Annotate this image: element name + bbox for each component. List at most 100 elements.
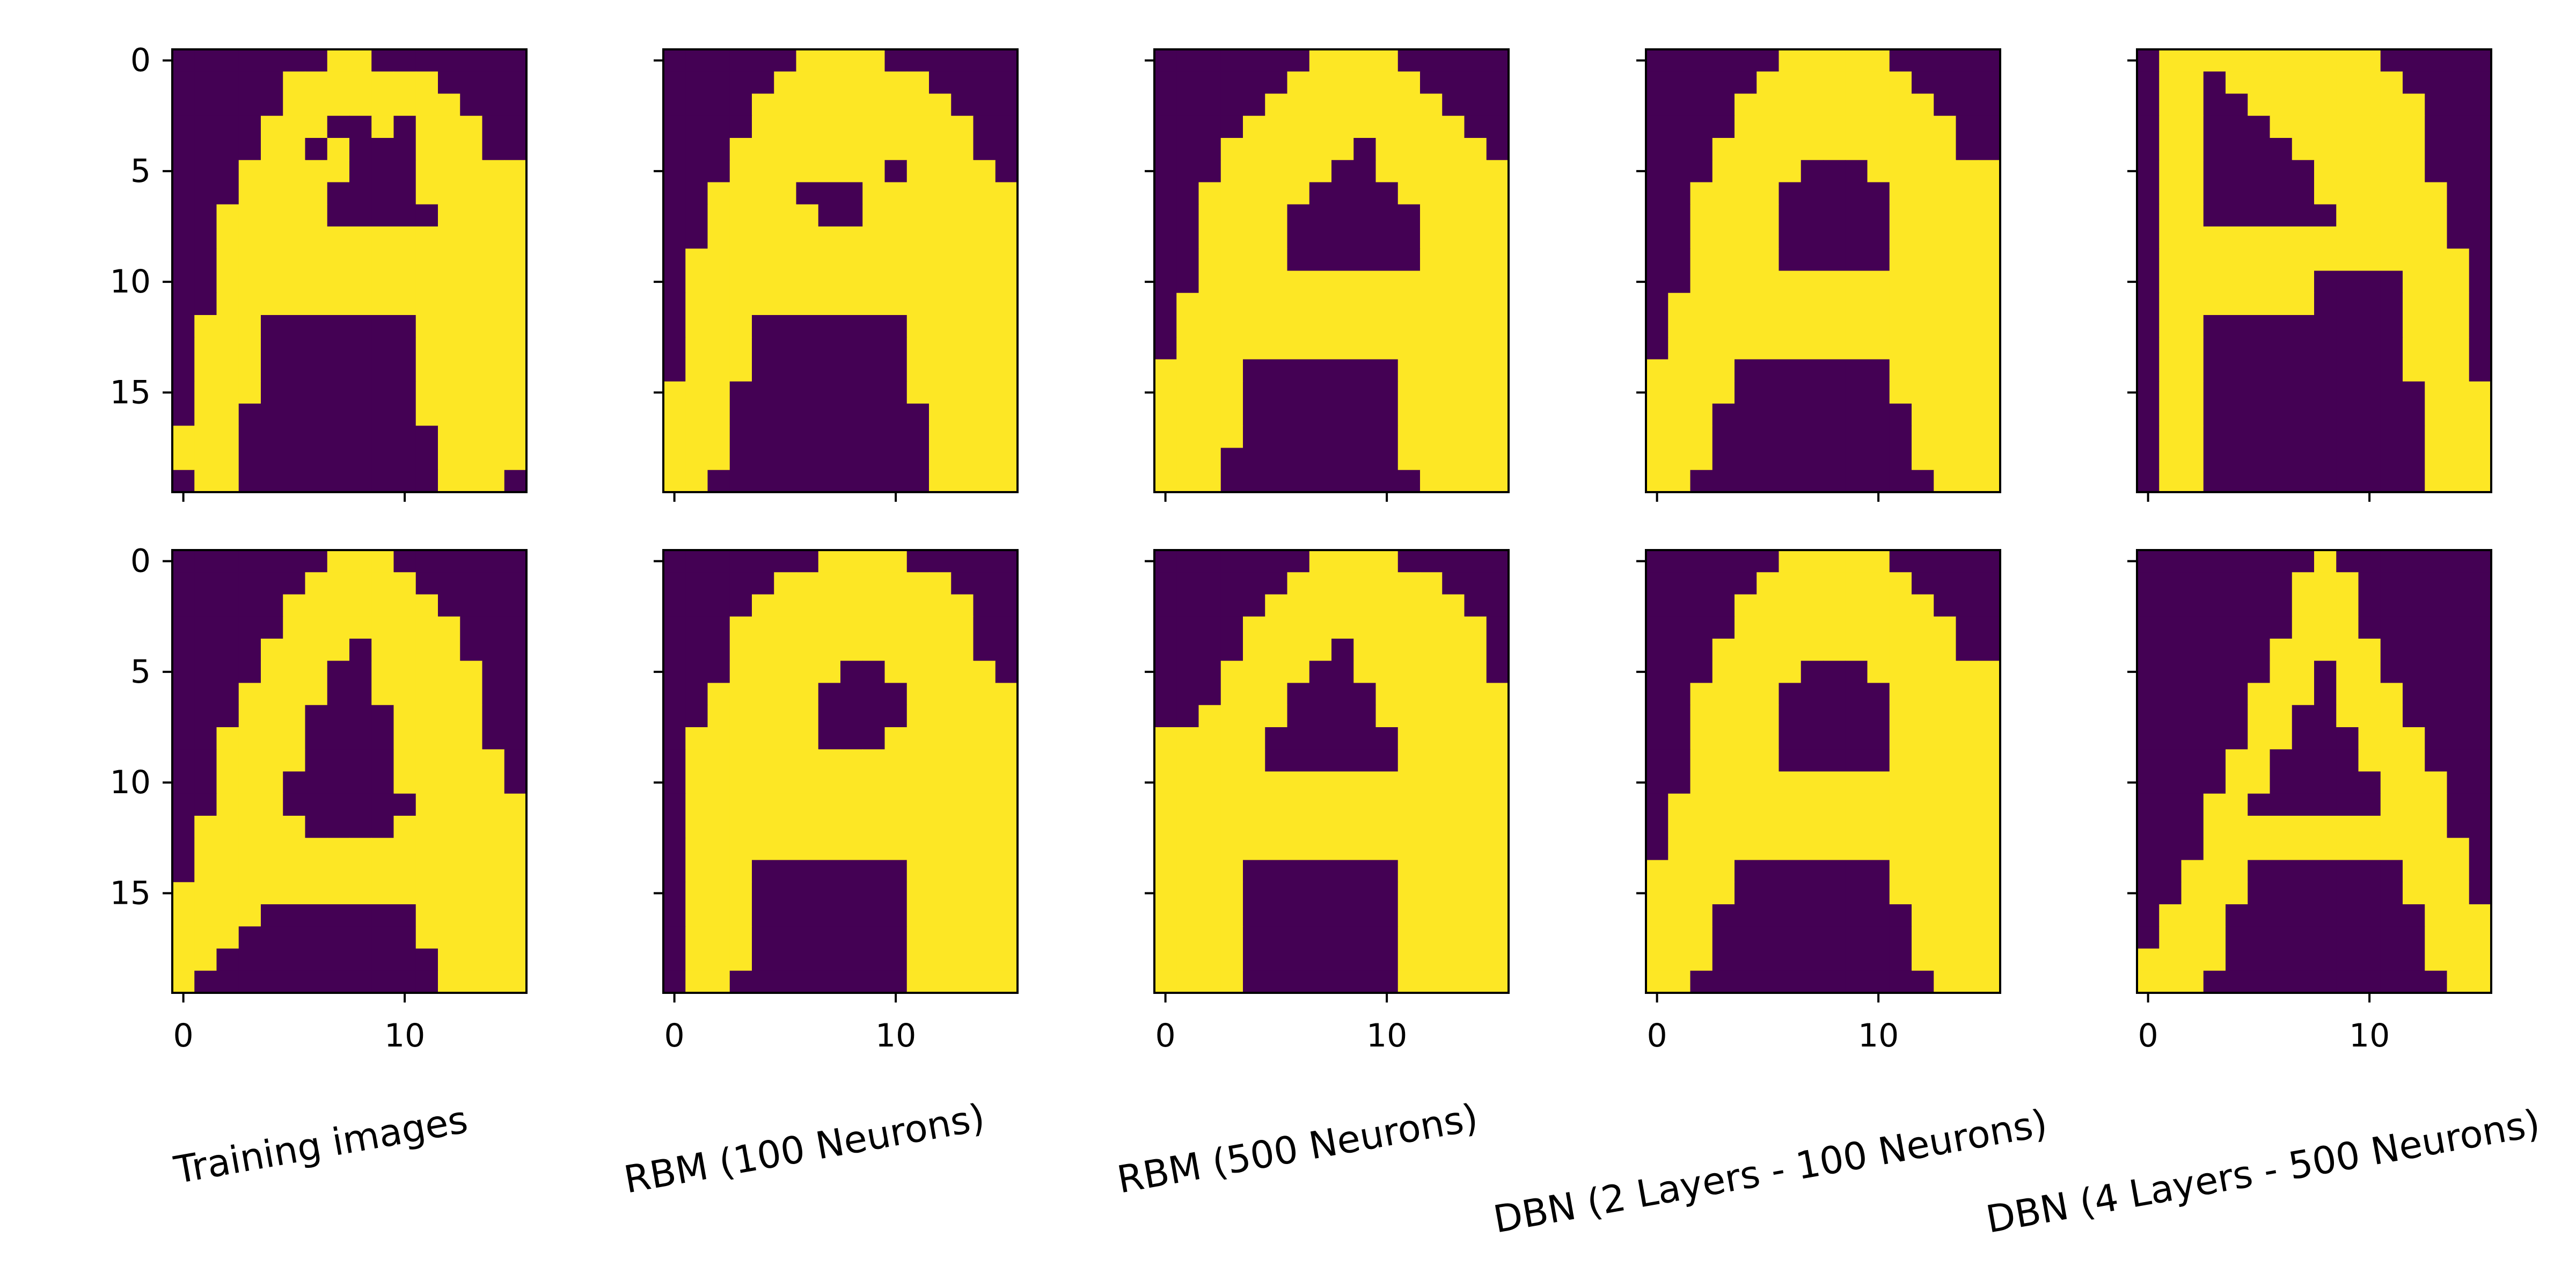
pixel-cell — [283, 182, 306, 205]
pixel-cell — [460, 115, 483, 138]
pixel-cell — [2336, 970, 2359, 993]
pixel-cell — [1912, 138, 1934, 160]
pixel-cell — [482, 160, 505, 183]
pixel-cell — [2270, 661, 2293, 684]
pixel-cell — [973, 270, 996, 294]
pixel-cell — [1801, 860, 1824, 883]
pixel-cell — [2336, 470, 2359, 493]
pixel-cell — [1486, 248, 1509, 272]
pixel-cell — [1712, 572, 1735, 595]
pixel-cell — [1353, 793, 1377, 816]
pixel-cell — [1176, 550, 1199, 573]
pixel-cell — [504, 904, 527, 927]
pixel-cell — [1420, 404, 1443, 426]
pixel-cell — [884, 816, 908, 838]
pixel-cell — [2181, 948, 2204, 971]
pixel-cell — [1375, 270, 1399, 294]
pixel-cell — [194, 860, 217, 883]
pixel-cell — [906, 381, 930, 404]
pixel-cell — [261, 359, 283, 382]
pixel-cell — [929, 226, 952, 249]
panel-frame — [171, 549, 528, 994]
pixel-cell — [2270, 448, 2293, 471]
pixel-cell — [2358, 904, 2381, 927]
pixel-cell — [2181, 315, 2204, 338]
pixel-cell — [1757, 572, 1780, 595]
pixel-cell — [1287, 970, 1310, 993]
pixel-cell — [1668, 705, 1691, 728]
pixel-cell — [482, 71, 505, 94]
pixel-cell — [327, 138, 350, 160]
pixel-cell — [2203, 793, 2226, 816]
pixel-cell — [951, 248, 974, 272]
pixel-cell — [504, 771, 527, 794]
pixel-cell — [2159, 337, 2182, 360]
pixel-cell — [2181, 661, 2204, 684]
pixel-cell — [1198, 315, 1221, 338]
pixel-cell — [1801, 226, 1824, 249]
pixel-cell — [1934, 639, 1957, 661]
pixel-cell — [884, 115, 908, 138]
pixel-cell — [1220, 49, 1243, 72]
pixel-cell — [862, 771, 885, 794]
pixel-cell — [415, 816, 438, 838]
pixel-cell — [752, 71, 774, 94]
pixel-cell — [460, 948, 483, 971]
pixel-cell — [1646, 550, 1668, 573]
pixel-cell — [238, 904, 261, 927]
pixel-cell — [840, 793, 863, 816]
pixel-cell — [283, 749, 306, 772]
pixel-cell — [393, 448, 416, 471]
pixel-cell — [1220, 426, 1243, 449]
pixel-cell — [1690, 793, 1713, 816]
pixel-cell — [1934, 904, 1957, 927]
pixel-cell — [2425, 226, 2448, 249]
pixel-cell — [1690, 470, 1713, 493]
pixel-cell — [349, 661, 372, 684]
pixel-cell — [1712, 727, 1735, 750]
pixel-cell — [1154, 426, 1177, 449]
pixel-cell — [1375, 816, 1399, 838]
pixel-cell — [1823, 470, 1846, 493]
pixel-cell — [1823, 381, 1846, 404]
pixel-cell — [818, 616, 841, 639]
pixel-cell — [685, 160, 708, 183]
pixel-cell — [2159, 71, 2182, 94]
pixel-cell — [2336, 93, 2359, 116]
pixel-cell — [995, 860, 1018, 883]
pixel-cell — [796, 816, 819, 838]
pixel-cell — [729, 816, 752, 838]
pixel-cell — [2137, 793, 2160, 816]
pixel-cell — [840, 705, 863, 728]
pixel-cell — [1243, 838, 1265, 861]
pixel-cell — [1375, 948, 1399, 971]
pixel-cell — [1912, 904, 1934, 927]
pixel-cell — [2358, 771, 2381, 794]
pixel-cell — [1735, 470, 1757, 493]
pixel-cell — [1779, 793, 1802, 816]
pixel-cell — [2226, 904, 2248, 927]
pixel-cell — [1978, 661, 2001, 684]
pixel-cell — [1978, 705, 2001, 728]
pixel-cell — [774, 448, 797, 471]
pixel-cell — [1420, 337, 1443, 360]
pixel-cell — [729, 661, 752, 684]
pixel-cell — [973, 594, 996, 617]
pixel-cell — [1154, 160, 1177, 183]
pixel-cell — [862, 572, 885, 595]
pixel-cell — [2270, 138, 2293, 160]
pixel-cell — [1176, 594, 1199, 617]
pixel-cell — [1243, 749, 1265, 772]
pixel-cell — [2159, 705, 2182, 728]
pixel-cell — [774, 882, 797, 905]
pixel-cell — [393, 838, 416, 861]
pixel-cell — [2469, 639, 2492, 661]
pixel-cell — [1889, 448, 1912, 471]
pixel-cell — [1442, 49, 1465, 72]
pixel-cell — [1420, 838, 1443, 861]
pixel-cell — [2358, 448, 2381, 471]
pixel-cell — [1646, 683, 1668, 706]
pixel-cell — [216, 270, 239, 294]
pixel-cell — [415, 616, 438, 639]
pixel-cell — [1889, 904, 1912, 927]
